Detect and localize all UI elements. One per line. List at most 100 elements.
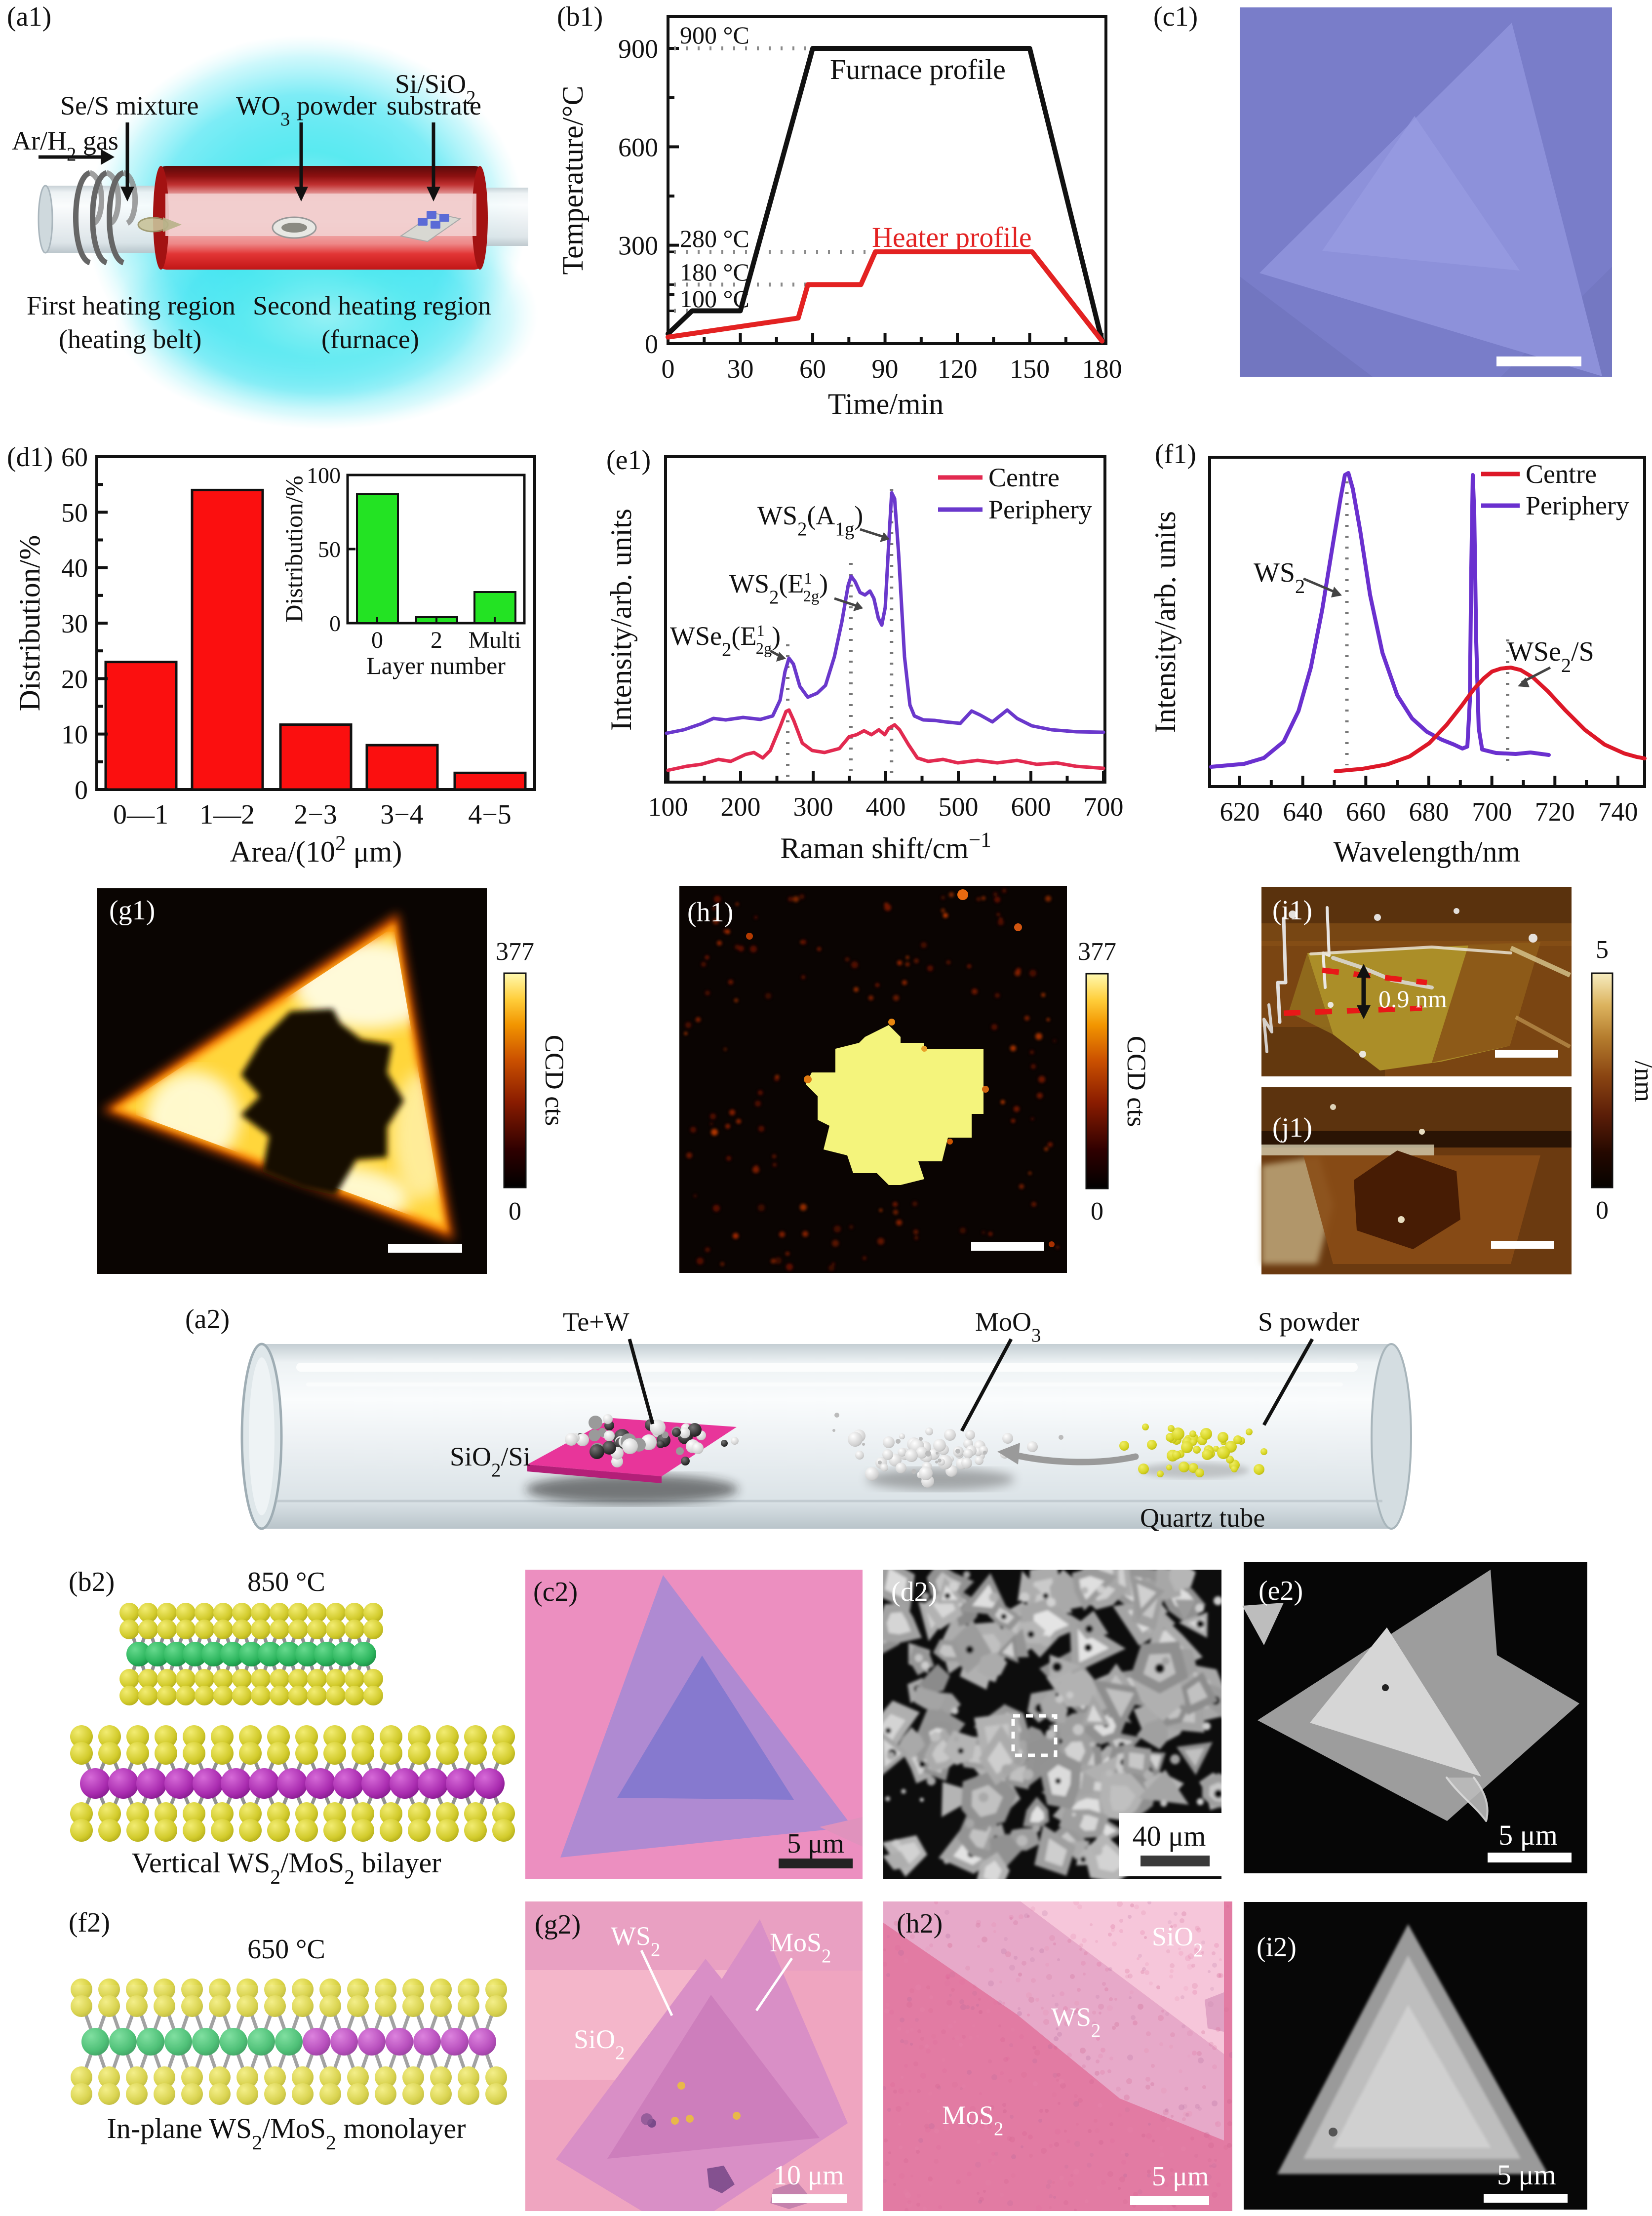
svg-text:640: 640 — [1283, 797, 1323, 827]
svg-text:Temperature/°C: Temperature/°C — [556, 86, 589, 275]
svg-text:Centre: Centre — [988, 463, 1060, 492]
svg-text:5 μm: 5 μm — [1497, 2159, 1556, 2191]
svg-text:0: 0 — [1596, 1196, 1609, 1225]
svg-text:680: 680 — [1409, 797, 1449, 827]
svg-text:First heating region: First heating region — [27, 291, 236, 320]
svg-text:2: 2 — [431, 627, 442, 653]
svg-text:(h1): (h1) — [687, 897, 733, 928]
svg-text:2−3: 2−3 — [294, 799, 337, 830]
svg-text:5 μm: 5 μm — [1152, 2161, 1209, 2192]
svg-text:740: 740 — [1598, 797, 1638, 827]
svg-text:0: 0 — [371, 627, 383, 653]
svg-text:30: 30 — [727, 354, 754, 384]
svg-text:400: 400 — [866, 792, 906, 822]
svg-text:(a2): (a2) — [185, 1304, 230, 1335]
svg-text:Intensity/arb. units: Intensity/arb. units — [605, 509, 637, 731]
svg-text:1—2: 1—2 — [199, 799, 255, 830]
svg-text:200: 200 — [721, 792, 761, 822]
svg-text:(d1): (d1) — [7, 442, 53, 473]
svg-text:900 °C: 900 °C — [680, 21, 749, 49]
svg-text:700: 700 — [1084, 792, 1124, 822]
svg-text:(a1): (a1) — [7, 1, 51, 32]
svg-text:Furnace profile: Furnace profile — [830, 53, 1006, 85]
svg-text:(c1): (c1) — [1153, 1, 1198, 32]
svg-text:180: 180 — [1082, 354, 1122, 384]
svg-text:(e2): (e2) — [1259, 1576, 1303, 1606]
svg-text:60: 60 — [61, 442, 88, 472]
svg-text:(f2): (f2) — [69, 1907, 110, 1938]
svg-text:(heating belt): (heating belt) — [59, 324, 201, 354]
svg-text:300: 300 — [793, 792, 833, 822]
svg-text:/nm: /nm — [1629, 1061, 1652, 1102]
svg-text:5 μm: 5 μm — [787, 1828, 844, 1859]
svg-text:0: 0 — [509, 1197, 521, 1226]
svg-text:(b2): (b2) — [69, 1567, 115, 1597]
svg-text:40: 40 — [61, 554, 88, 583]
svg-text:Wavelength/nm: Wavelength/nm — [1334, 835, 1520, 868]
svg-text:Multi: Multi — [469, 627, 521, 653]
svg-text:Distribution/%: Distribution/% — [280, 475, 308, 622]
svg-text:620: 620 — [1220, 797, 1260, 827]
svg-text:40 μm: 40 μm — [1133, 1820, 1206, 1852]
svg-text:850 °C: 850 °C — [247, 1567, 325, 1597]
svg-text:10 μm: 10 μm — [773, 2160, 844, 2191]
svg-text:100: 100 — [648, 792, 688, 822]
svg-text:Te+W: Te+W — [563, 1307, 629, 1337]
svg-text:0.9 nm: 0.9 nm — [1378, 985, 1447, 1013]
svg-text:Layer number: Layer number — [366, 652, 506, 679]
svg-text:4−5: 4−5 — [468, 799, 511, 830]
svg-text:Heater profile: Heater profile — [872, 221, 1032, 253]
svg-text:S powder: S powder — [1258, 1307, 1359, 1337]
svg-text:700: 700 — [1472, 797, 1512, 827]
svg-text:100: 100 — [307, 463, 341, 488]
svg-text:600: 600 — [1011, 792, 1051, 822]
svg-text:377: 377 — [1078, 938, 1116, 966]
svg-text:280 °C: 280 °C — [680, 225, 749, 252]
svg-text:180 °C: 180 °C — [680, 258, 749, 286]
svg-text:(h2): (h2) — [897, 1908, 943, 1939]
svg-text:Se/S mixture: Se/S mixture — [60, 91, 199, 120]
svg-text:CCD cts: CCD cts — [1122, 1036, 1151, 1127]
svg-text:10: 10 — [61, 720, 88, 750]
svg-text:50: 50 — [318, 537, 341, 562]
svg-text:0: 0 — [75, 775, 88, 805]
svg-text:90: 90 — [872, 354, 899, 384]
svg-text:Quartz tube: Quartz tube — [1140, 1503, 1265, 1533]
svg-text:0: 0 — [329, 611, 341, 636]
svg-text:5: 5 — [1596, 936, 1609, 964]
svg-text:Time/min: Time/min — [828, 388, 944, 420]
svg-text:0: 0 — [1091, 1197, 1103, 1226]
svg-text:(c2): (c2) — [533, 1577, 578, 1607]
svg-text:5 μm: 5 μm — [1498, 1819, 1558, 1851]
svg-text:(f1): (f1) — [1155, 439, 1196, 470]
svg-text:(g2): (g2) — [535, 1909, 581, 1940]
svg-text:Distribution/%: Distribution/% — [13, 535, 46, 712]
svg-text:150: 150 — [1010, 354, 1050, 384]
svg-text:substrate: substrate — [387, 91, 481, 120]
svg-text:0: 0 — [662, 354, 675, 384]
svg-text:Periphery: Periphery — [988, 495, 1092, 524]
svg-text:Area/(102 μm): Area/(102 μm) — [230, 832, 402, 869]
svg-text:300: 300 — [618, 231, 658, 261]
svg-text:0: 0 — [645, 329, 658, 359]
svg-text:30: 30 — [61, 609, 88, 638]
svg-text:Periphery: Periphery — [1526, 491, 1629, 520]
svg-text:60: 60 — [799, 354, 826, 384]
svg-text:660: 660 — [1346, 797, 1386, 827]
svg-text:Centre: Centre — [1526, 459, 1597, 489]
svg-text:(d2): (d2) — [891, 1577, 937, 1607]
svg-text:(e1): (e1) — [606, 445, 651, 475]
svg-text:100 °C: 100 °C — [680, 285, 749, 313]
svg-text:377: 377 — [496, 938, 534, 966]
svg-text:(i1): (i1) — [1272, 895, 1312, 926]
svg-text:20: 20 — [61, 664, 88, 694]
svg-text:(b1): (b1) — [557, 1, 603, 32]
svg-text:3−4: 3−4 — [380, 799, 424, 830]
svg-text:120: 120 — [938, 354, 978, 384]
svg-text:720: 720 — [1535, 797, 1575, 827]
svg-text:Second heating region: Second heating region — [253, 291, 491, 320]
svg-text:0—1: 0—1 — [113, 799, 168, 830]
svg-text:(g1): (g1) — [109, 895, 155, 926]
svg-text:500: 500 — [939, 792, 979, 822]
svg-text:(i2): (i2) — [1257, 1932, 1297, 1963]
